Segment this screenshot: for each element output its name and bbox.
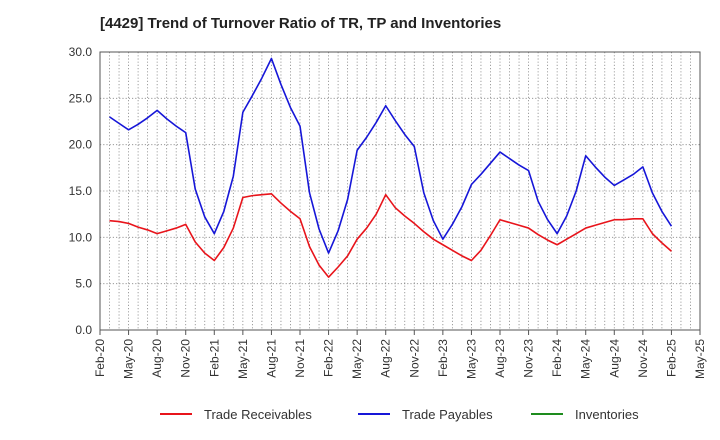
- y-tick-label: 30.0: [69, 45, 93, 59]
- x-tick-label: Feb-20: [93, 339, 107, 377]
- y-tick-label: 0.0: [75, 323, 92, 337]
- legend-label-trade-receivables: Trade Receivables: [204, 407, 312, 422]
- x-tick-label: Feb-21: [207, 339, 221, 377]
- x-tick-label: Feb-25: [664, 339, 678, 377]
- x-tick-label: Aug-21: [264, 339, 278, 378]
- x-tick-label: May-24: [579, 339, 593, 379]
- y-tick-label: 25.0: [69, 91, 93, 105]
- x-tick-label: Aug-20: [150, 339, 164, 378]
- x-tick-label: Aug-23: [493, 339, 507, 378]
- x-tick-label: Feb-22: [322, 339, 336, 377]
- x-tick-label: May-25: [693, 339, 707, 379]
- x-tick-label: Aug-24: [607, 339, 621, 378]
- y-tick-label: 10.0: [69, 230, 93, 244]
- x-tick-label: May-22: [350, 339, 364, 379]
- x-tick-label: May-23: [464, 339, 478, 379]
- y-tick-label: 5.0: [75, 277, 92, 291]
- x-tick-label: Nov-20: [179, 339, 193, 378]
- x-tick-label: Aug-22: [379, 339, 393, 378]
- x-tick-label: May-20: [122, 339, 136, 379]
- x-tick-label: Feb-24: [550, 339, 564, 377]
- x-tick-label: Nov-24: [636, 339, 650, 378]
- x-tick-label: Feb-23: [436, 339, 450, 377]
- plot-area-frame: [99, 51, 701, 331]
- series-line-trade-payables: [109, 57, 673, 254]
- chart-title: [4429] Trend of Turnover Ratio of TR, TP…: [100, 15, 502, 32]
- legend-label-trade-payables: Trade Payables: [402, 407, 493, 422]
- x-tick-label: Nov-23: [522, 339, 536, 378]
- y-tick-label: 20.0: [69, 138, 93, 152]
- series-line-trade-receivables: [109, 192, 672, 278]
- x-tick-label: Nov-21: [293, 339, 307, 378]
- x-tick-label: Nov-22: [407, 339, 421, 378]
- x-tick-label: May-21: [236, 339, 250, 379]
- legend-label-inventories: Inventories: [575, 407, 639, 422]
- y-tick-label: 15.0: [69, 184, 93, 198]
